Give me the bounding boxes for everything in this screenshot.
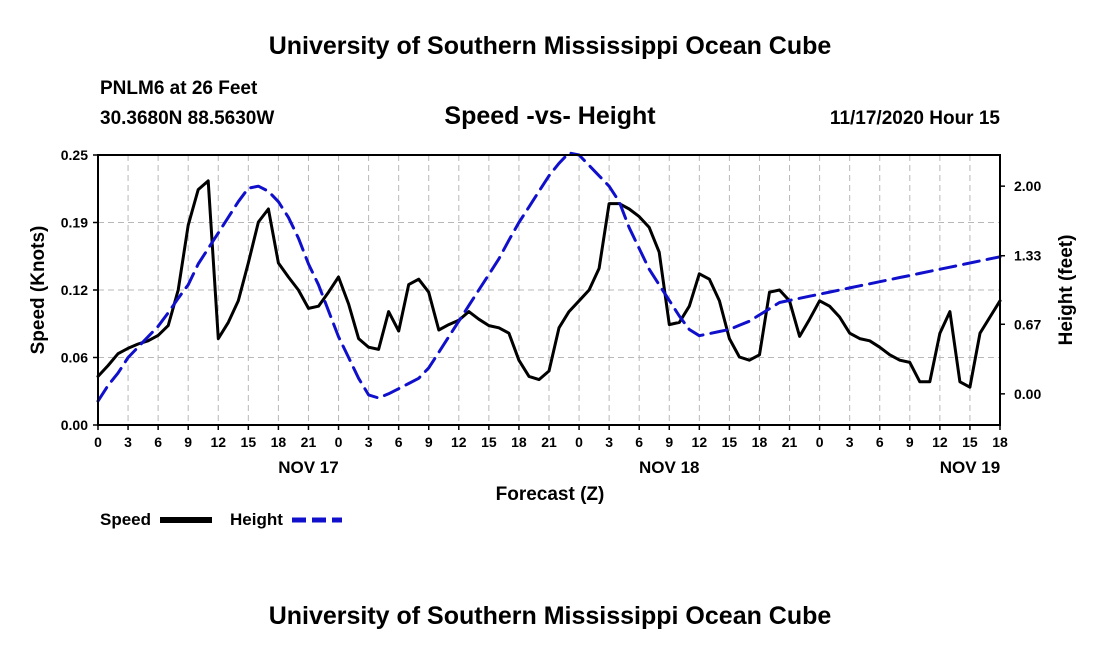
x-tick-label: 18 [992, 434, 1008, 450]
footer-title: University of Southern Mississippi Ocean… [269, 602, 832, 630]
x-tick-label: 0 [575, 434, 583, 450]
y-axis-label: Speed (Knots) [28, 226, 49, 355]
x-tick-label: 18 [511, 434, 527, 450]
x-tick-label: 6 [635, 434, 643, 450]
y-tick-label: 0.06 [61, 350, 88, 366]
forecast-datetime: 11/17/2020 Hour 15 [830, 108, 1000, 129]
station-label: PNLM6 at 26 Feet [100, 78, 258, 99]
x-tick-label: 9 [184, 434, 192, 450]
x-tick-label: 12 [451, 434, 467, 450]
y-tick-label: 0.25 [61, 147, 88, 163]
x-tick-label: 6 [876, 434, 884, 450]
x-tick-label: 18 [271, 434, 287, 450]
x-axis-label: Forecast (Z) [496, 484, 605, 505]
x-tick-label: 12 [932, 434, 948, 450]
x-tick-label: 12 [692, 434, 708, 450]
series-group [96, 151, 1002, 403]
y2-tick-label: 1.33 [1014, 248, 1041, 264]
x-tick-label: 9 [665, 434, 673, 450]
x-tick-label: 15 [241, 434, 257, 450]
speed-series-line [96, 179, 1002, 389]
day-label: NOV 17 [278, 458, 338, 477]
x-tick-label: 21 [541, 434, 557, 450]
x-tick-label: 15 [481, 434, 497, 450]
y2-axis-label: Height (feet) [1056, 235, 1077, 346]
x-tick-label: 6 [395, 434, 403, 450]
x-tick-label: 18 [752, 434, 768, 450]
page-title: University of Southern Mississippi Ocean… [269, 32, 832, 60]
x-tick-label: 21 [782, 434, 798, 450]
coordinates-label: 30.3680N 88.5630W [100, 108, 274, 129]
x-tick-label: 15 [962, 434, 978, 450]
y2-tick-label: 0.67 [1014, 316, 1041, 332]
y-tick-label: 0.00 [61, 417, 88, 433]
chart-title: Speed -vs- Height [444, 102, 656, 130]
x-tick-label: 6 [154, 434, 162, 450]
x-tick-label: 3 [605, 434, 613, 450]
day-label: NOV 18 [639, 458, 699, 477]
legend-height-label: Height [230, 510, 283, 529]
y2-tick-label: 0.00 [1014, 386, 1041, 402]
grid [98, 155, 1000, 425]
x-tick-label: 0 [335, 434, 343, 450]
x-tick-label: 3 [365, 434, 373, 450]
y-tick-label: 0.19 [61, 215, 88, 231]
legend-speed-label: Speed [100, 510, 151, 529]
y-tick-label: 0.12 [61, 282, 88, 298]
height-series-line [96, 151, 1002, 403]
axes: 0 3 6 9 12 15 18 21 0 3 6 9 12 15 18 21 0 3 6 9 12 15 18 21 0 3 6 9… [61, 147, 1042, 477]
x-tick-label: 9 [425, 434, 433, 450]
day-label: NOV 19 [940, 458, 1000, 477]
x-tick-label: 3 [124, 434, 132, 450]
x-tick-label: 0 [94, 434, 102, 450]
x-tick-label: 0 [816, 434, 824, 450]
x-tick-label: 15 [722, 434, 738, 450]
x-tick-label: 9 [906, 434, 914, 450]
x-tick-label: 3 [846, 434, 854, 450]
x-tick-label: 12 [210, 434, 226, 450]
legend: Speed Height [100, 510, 342, 529]
x-tick-label: 21 [301, 434, 317, 450]
y2-tick-label: 2.00 [1014, 178, 1041, 194]
